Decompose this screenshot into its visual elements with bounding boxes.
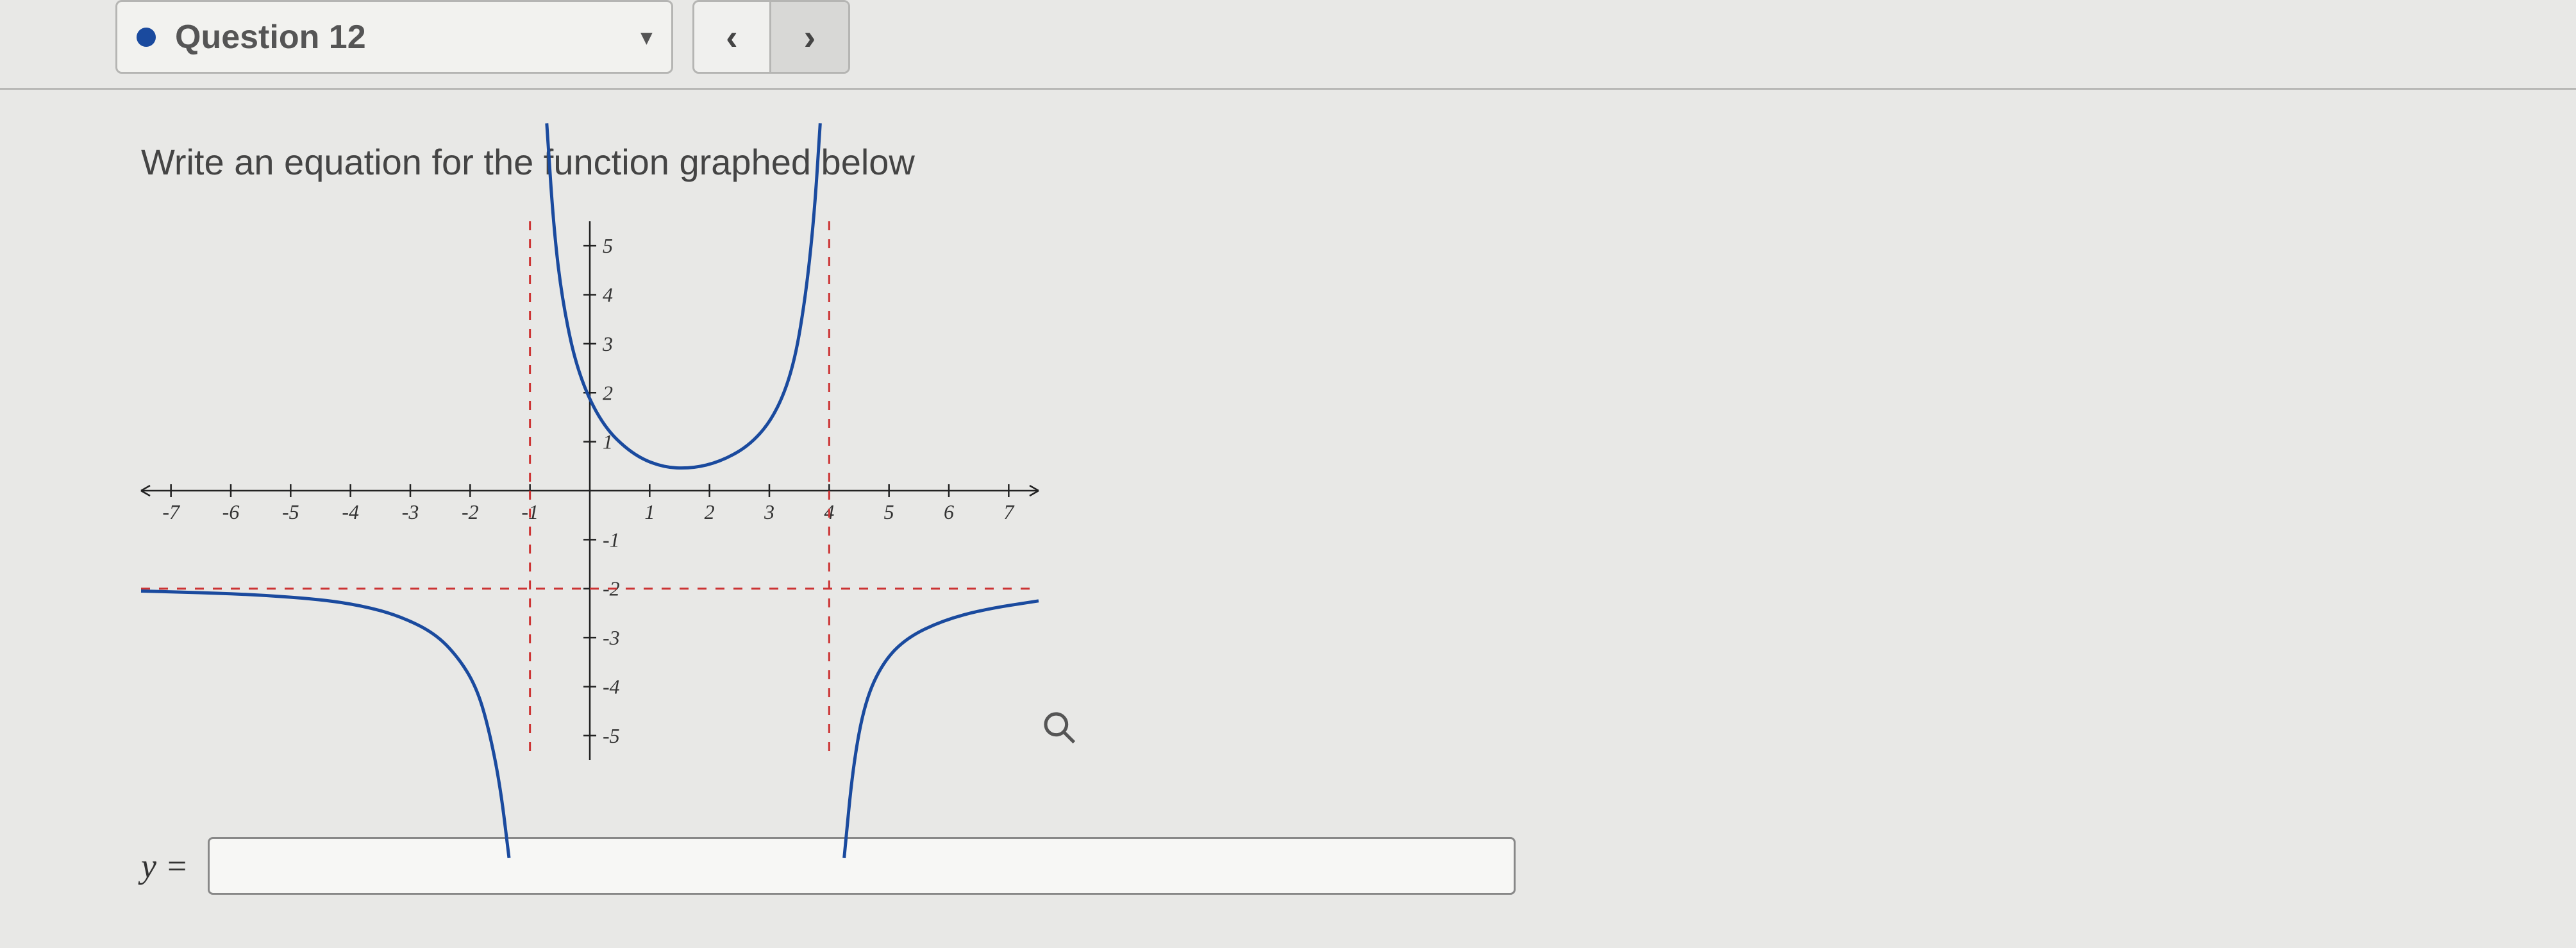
svg-text:-4: -4 xyxy=(603,675,620,698)
answer-input[interactable] xyxy=(208,837,1516,895)
prev-question-button[interactable]: ‹ xyxy=(694,2,771,72)
svg-text:-2: -2 xyxy=(462,500,479,523)
svg-text:-5: -5 xyxy=(603,724,620,747)
question-selector-dropdown[interactable]: Question 12 ▾ xyxy=(115,0,673,74)
svg-text:-7: -7 xyxy=(162,500,181,523)
question-nav-group: ‹ › xyxy=(692,0,850,74)
answer-prefix-label: y = xyxy=(141,846,188,886)
svg-text:-1: -1 xyxy=(603,528,620,551)
svg-text:7: 7 xyxy=(1003,500,1015,523)
status-dot-icon xyxy=(137,28,156,47)
svg-text:4: 4 xyxy=(603,284,613,307)
function-graph: -7-6-5-4-3-2-11234567-5-4-3-2-112345 xyxy=(141,221,1039,760)
svg-text:-5: -5 xyxy=(282,500,299,523)
question-prompt: Write an equation for the function graph… xyxy=(141,141,2538,183)
next-question-button[interactable]: › xyxy=(771,2,848,72)
svg-text:-6: -6 xyxy=(222,500,240,523)
svg-text:-3: -3 xyxy=(402,500,419,523)
magnify-icon[interactable] xyxy=(1041,709,1077,754)
svg-text:-3: -3 xyxy=(603,626,620,649)
question-selector-label: Question 12 xyxy=(175,18,641,56)
svg-text:5: 5 xyxy=(884,500,894,523)
svg-text:2: 2 xyxy=(603,381,613,404)
svg-text:3: 3 xyxy=(602,332,613,355)
svg-text:1: 1 xyxy=(644,500,655,523)
svg-text:6: 6 xyxy=(944,500,954,523)
svg-text:5: 5 xyxy=(603,234,613,257)
caret-down-icon: ▾ xyxy=(641,24,652,50)
svg-text:-4: -4 xyxy=(342,500,359,523)
svg-text:2: 2 xyxy=(705,500,715,523)
svg-text:3: 3 xyxy=(764,500,774,523)
